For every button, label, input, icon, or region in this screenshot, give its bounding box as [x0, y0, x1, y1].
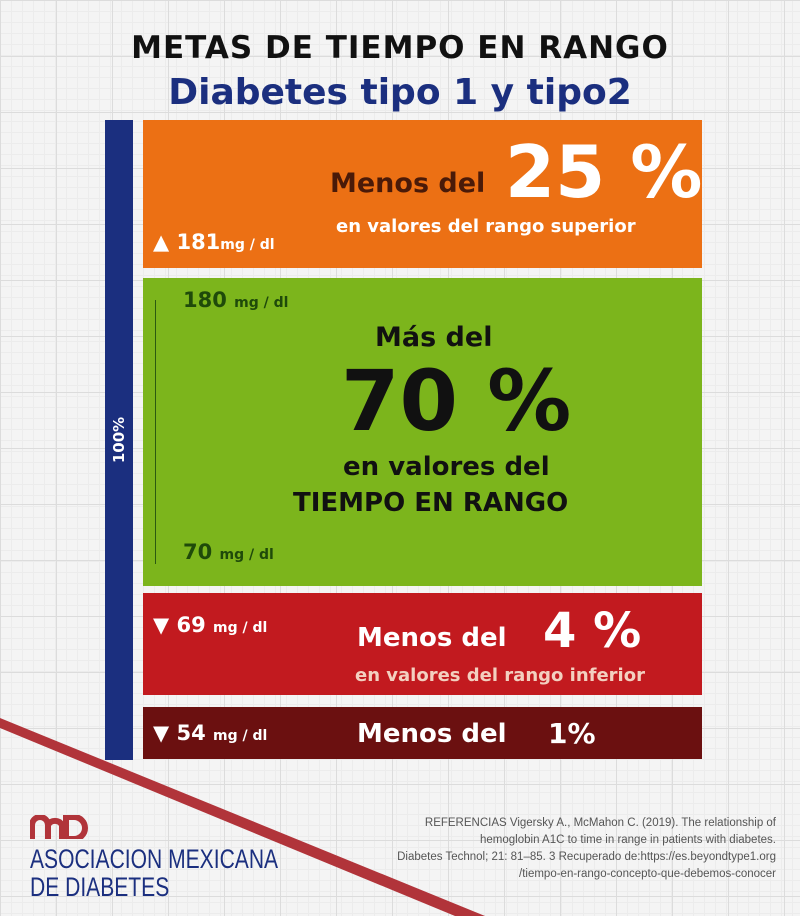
range-bracket [155, 300, 156, 564]
low-threshold: ▼ 69 mg / dl [153, 613, 268, 637]
high-range-box: Menos del 25 % en valores del rango supe… [143, 120, 702, 268]
range-prefix: Más del [375, 322, 493, 353]
low-value: 4 % [543, 603, 642, 659]
amd-logo-icon [30, 815, 88, 839]
range-top: 180 mg / dl [183, 288, 289, 312]
page-subtitle: Diabetes tipo 1 y tipo2 [168, 72, 632, 113]
very-low-value: 1% [548, 717, 596, 750]
organization-logo: ASOCIACION MEXICANA DE DIABETES [30, 844, 279, 902]
page-title: METAS DE TIEMPO EN RANGO [131, 30, 669, 66]
very-low-range-box: ▼ 54 mg / dl Menos del 1% [143, 707, 702, 759]
high-prefix: Menos del [330, 168, 486, 199]
references: REFERENCIAS Vigersky A., McMahon C. (201… [397, 817, 776, 880]
very-low-threshold: ▼ 54 mg / dl [153, 721, 268, 745]
low-range-box: ▼ 69 mg / dl Menos del 4 % en valores de… [143, 593, 702, 695]
high-value: 25 % [505, 130, 703, 214]
range-bottom: 70 mg / dl [183, 540, 274, 564]
total-label: 100% [110, 416, 128, 464]
range-desc2: TIEMPO EN RANGO [293, 488, 569, 518]
range-desc1: en valores del [343, 452, 550, 482]
low-desc: en valores del rango inferior [355, 665, 645, 686]
very-low-prefix: Menos del [357, 719, 507, 749]
target-range-box: 180 mg / dl 70 mg / dl Más del 70 % en v… [143, 278, 702, 586]
total-bar: 100% [105, 120, 133, 760]
range-value: 70 % [341, 352, 572, 450]
low-prefix: Menos del [357, 623, 507, 653]
high-desc: en valores del rango superior [336, 216, 636, 237]
high-threshold: ▲ 181mg / dl [153, 230, 275, 254]
